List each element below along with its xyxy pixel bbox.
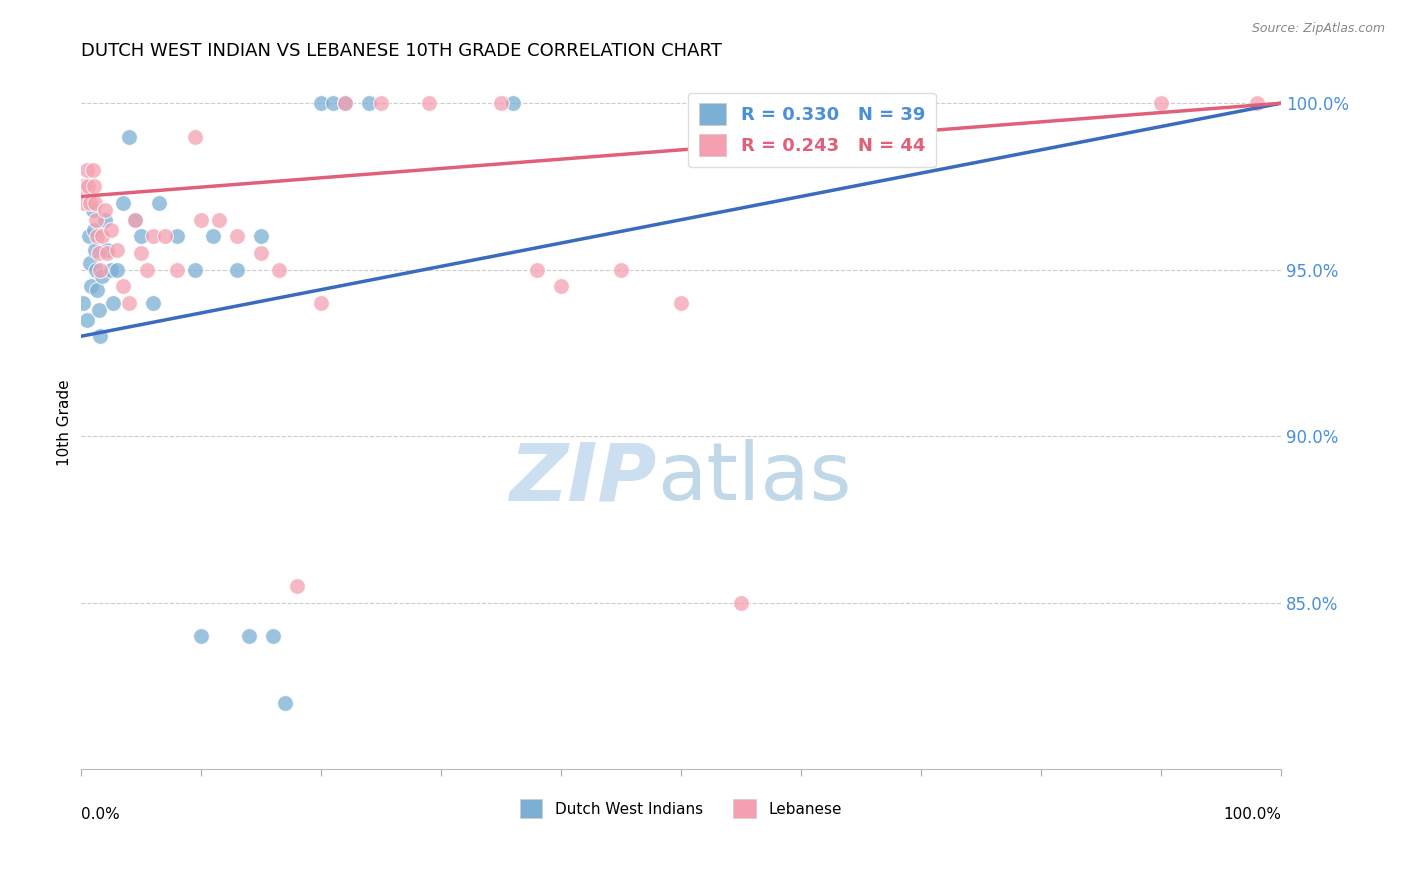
Point [82,202,104,217]
Point [96,243,118,257]
Point [153,229,176,244]
Point [225,229,247,244]
Point [333,96,356,111]
Point [93,212,115,227]
Point [273,696,295,710]
Point [225,262,247,277]
Point [89,329,111,343]
Point [249,246,271,260]
Point [148,196,170,211]
Point [105,243,128,257]
Point [129,229,152,244]
Point [141,229,163,244]
Point [309,96,332,111]
Point [183,129,205,144]
Point [1246,96,1268,111]
Point [129,246,152,260]
Point [166,262,188,277]
Text: 0.0%: 0.0% [80,807,120,822]
Point [86,283,108,297]
Point [550,279,572,293]
Point [730,596,752,610]
Point [309,296,332,310]
Point [135,262,157,277]
Point [249,229,271,244]
Point [96,246,118,260]
Point [357,96,380,111]
Point [72,179,94,194]
Point [267,262,290,277]
Point [207,212,229,227]
Point [333,96,356,111]
Point [526,262,548,277]
Point [262,629,284,643]
Point [124,212,146,227]
Point [84,262,107,277]
Point [79,256,101,270]
Point [76,312,98,326]
Point [100,223,122,237]
Point [76,179,98,194]
Point [83,179,105,194]
Point [117,296,139,310]
Point [166,229,188,244]
Point [111,196,134,211]
Point [100,262,122,277]
Y-axis label: 10th Grade: 10th Grade [58,380,72,467]
Point [73,196,96,211]
Point [101,296,124,310]
Point [1150,96,1173,111]
Point [93,202,115,217]
Point [83,223,105,237]
Point [238,629,260,643]
Point [669,296,692,310]
Point [862,96,884,111]
Point [77,229,100,244]
Text: atlas: atlas [657,440,851,517]
Point [82,162,104,177]
Point [124,212,146,227]
Point [502,96,524,111]
Point [87,246,110,260]
Point [190,212,212,227]
Point [84,196,107,211]
Point [285,579,308,593]
Text: ZIP: ZIP [509,440,657,517]
Point [183,262,205,277]
Text: DUTCH WEST INDIAN VS LEBANESE 10TH GRADE CORRELATION CHART: DUTCH WEST INDIAN VS LEBANESE 10TH GRADE… [80,42,721,60]
Text: Source: ZipAtlas.com: Source: ZipAtlas.com [1251,22,1385,36]
Point [91,229,114,244]
Point [609,262,631,277]
Point [489,96,512,111]
Point [111,279,134,293]
Point [79,196,101,211]
Point [86,229,108,244]
Point [190,629,212,643]
Point [117,129,139,144]
Point [76,162,98,177]
Point [141,296,163,310]
Legend: Dutch West Indians, Lebanese: Dutch West Indians, Lebanese [513,793,848,824]
Point [72,296,94,310]
Point [370,96,392,111]
Point [80,279,103,293]
Point [418,96,440,111]
Point [322,96,344,111]
Point [105,262,128,277]
Point [84,212,107,227]
Point [91,269,114,284]
Point [201,229,224,244]
Point [84,243,107,257]
Text: 100.0%: 100.0% [1223,807,1281,822]
Point [87,302,110,317]
Point [89,262,111,277]
